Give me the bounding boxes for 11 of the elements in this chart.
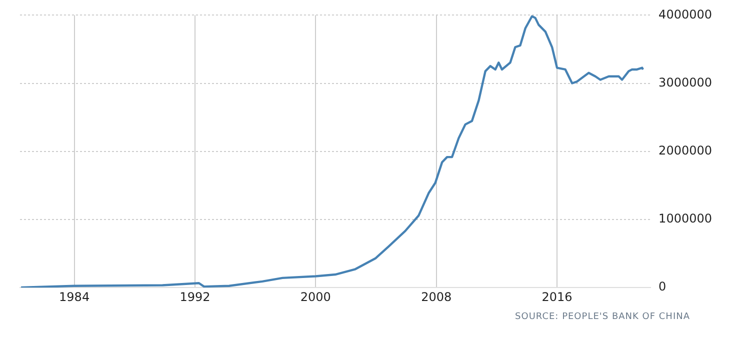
y-tick-label: 0 (658, 280, 666, 294)
y-tick-label: 2000000 (658, 144, 712, 158)
x-tick-label: 2016 (542, 290, 572, 304)
x-tick-label: 2000 (300, 290, 331, 304)
y-tick-label: 3000000 (658, 75, 712, 90)
x-tick-label: 2008 (421, 290, 452, 304)
source-note: SOURCE: PEOPLE'S BANK OF CHINA (514, 312, 690, 322)
y-tick-label: 1000000 (658, 212, 712, 226)
y-tick-label: 4000000 (658, 7, 712, 22)
x-tick-label: 1984 (59, 290, 90, 304)
x-tick-label: 1992 (180, 290, 210, 304)
